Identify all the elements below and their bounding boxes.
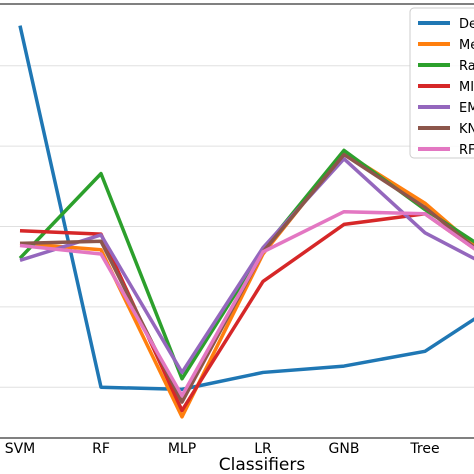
legend-label-em: EM — [459, 101, 474, 116]
x-tick-label: GNB — [329, 441, 360, 457]
x-tick-label: Tree — [409, 441, 439, 457]
series-lines — [18, 25, 474, 419]
legend-label-ra: Ra — [459, 59, 474, 74]
legend: De Me Ra MI EM KN RF — [409, 7, 474, 159]
x-tick-label: LR — [254, 441, 272, 457]
gridlines — [0, 65, 474, 388]
x-tick-labels: SVM RF MLP LR GNB Tree — [5, 441, 440, 457]
series-line-ra — [18, 148, 474, 381]
legend-label-mi: MI — [459, 80, 474, 95]
x-axis-title: Classifiers — [219, 455, 306, 474]
legend-items: De Me Ra MI EM KN RF — [418, 17, 474, 158]
series-line-rf — [19, 209, 474, 398]
x-tick-label: RF — [92, 441, 110, 457]
legend-label-me: Me — [459, 38, 474, 53]
x-tick-label: SVM — [5, 441, 36, 457]
x-tick-label: MLP — [168, 441, 196, 457]
axes — [0, 3, 474, 439]
legend-label-kn: KN — [459, 122, 474, 137]
series-line-de — [18, 25, 474, 392]
series-line-em — [19, 157, 474, 375]
legend-label-rf: RF — [459, 143, 474, 158]
legend-label-de: De — [459, 17, 474, 32]
